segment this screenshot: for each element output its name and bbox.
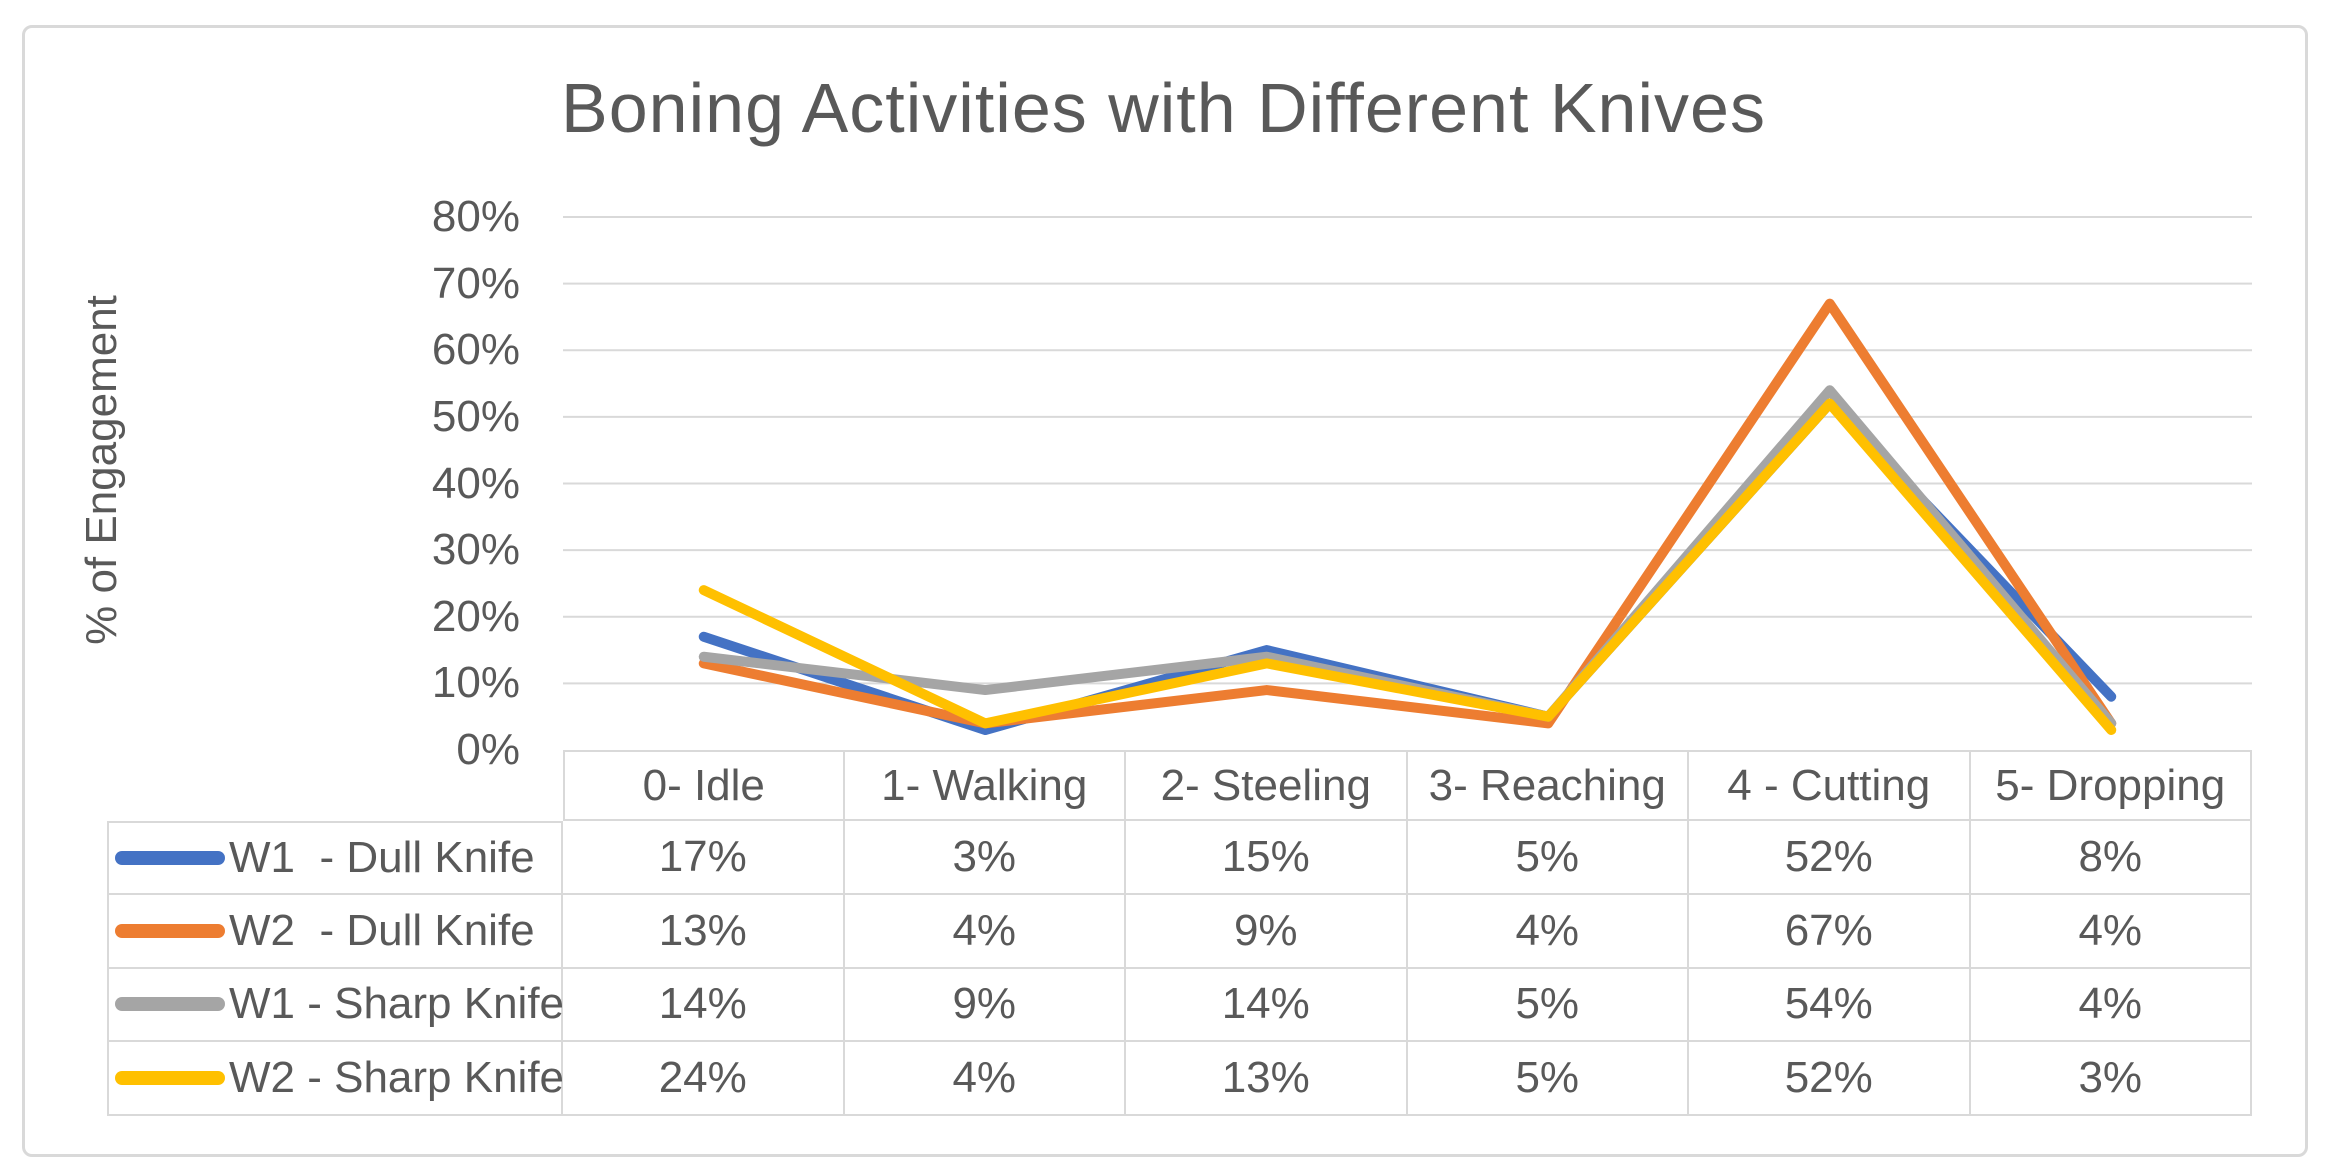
- table-value-cell: 4%: [844, 894, 1126, 969]
- table-row: W1 - Sharp Knife 14% 9% 14% 5% 54% 4%: [107, 968, 2252, 1043]
- y-tick-label: 20%: [431, 591, 520, 641]
- table-header-cell: 0- Idle: [563, 750, 845, 821]
- table-header-cell: 1- Walking: [844, 750, 1126, 821]
- legend-series-name: W1 - Sharp Knife: [229, 979, 565, 1029]
- table-value-cell: 14%: [563, 968, 845, 1043]
- legend-swatch-icon: [115, 1071, 225, 1086]
- table-value-cell: 4%: [1407, 894, 1689, 969]
- legend-swatch-icon: [115, 850, 225, 865]
- y-tick-label: 60%: [431, 325, 520, 375]
- table-value-cell: 3%: [844, 821, 1126, 895]
- table-value-cell: 9%: [1126, 894, 1408, 969]
- table-header-cell: 4 - Cutting: [1689, 750, 1971, 821]
- legend-swatch-icon: [115, 923, 225, 938]
- table-header-cell: 5- Dropping: [1970, 750, 2252, 821]
- table-value-cell: 9%: [844, 968, 1126, 1043]
- table-value-cell: 54%: [1689, 968, 1971, 1043]
- table-value-cell: 8%: [1970, 821, 2252, 895]
- table-value-cell: 17%: [563, 821, 845, 895]
- table-value-cell: 4%: [844, 1042, 1126, 1116]
- table-header-row: 0- Idle 1- Walking 2- Steeling 3- Reaching 4…: [563, 750, 2252, 821]
- legend-series-name: W2 - Sharp Knife: [229, 1053, 565, 1103]
- table-value-cell: 5%: [1407, 968, 1689, 1043]
- table-value-cell: 3%: [1970, 1042, 2252, 1116]
- legend-cell: W2 - Sharp Knife: [107, 1042, 565, 1116]
- table-value-cell: 13%: [563, 894, 845, 969]
- y-tick-label: 10%: [431, 658, 520, 708]
- legend-cell: W1 - Sharp Knife: [107, 968, 565, 1043]
- table-value-cell: 4%: [1970, 894, 2252, 969]
- table-value-cell: 5%: [1407, 1042, 1689, 1116]
- y-axis-title: % of Engagement: [77, 295, 126, 645]
- legend-series-name: W2 - Dull Knife: [229, 905, 535, 955]
- table-value-cell: 14%: [1126, 968, 1408, 1043]
- y-tick-label: 40%: [431, 458, 520, 508]
- table-row: W1 - Dull Knife 17% 3% 15% 5% 52% 8%: [107, 821, 2252, 895]
- y-tick-label: 30%: [431, 525, 520, 575]
- table-value-cell: 5%: [1407, 821, 1689, 895]
- legend-cell: W2 - Dull Knife: [107, 894, 563, 969]
- legend-cell: W1 - Dull Knife: [107, 821, 563, 895]
- legend-swatch-icon: [115, 997, 225, 1012]
- y-tick-label: 50%: [431, 391, 520, 441]
- table-value-cell: 52%: [1689, 821, 1971, 895]
- y-tick-label: 0%: [456, 725, 520, 774]
- table-value-cell: 24%: [563, 1042, 845, 1116]
- legend-series-name: W1 - Dull Knife: [229, 832, 535, 882]
- table-header-cell: 3- Reaching: [1407, 750, 1689, 821]
- chart-title: Boning Activities with Different Knives: [561, 69, 1766, 147]
- table-header-cell: 2- Steeling: [1126, 750, 1408, 821]
- table-value-cell: 52%: [1689, 1042, 1971, 1116]
- table-value-cell: 4%: [1970, 968, 2252, 1043]
- y-tick-label: 80%: [431, 192, 520, 241]
- table-value-cell: 13%: [1126, 1042, 1408, 1116]
- table-value-cell: 67%: [1689, 894, 1971, 969]
- table-row: W2 - Sharp Knife 24% 4% 13% 5% 52% 3%: [107, 1042, 2252, 1116]
- table-value-cell: 15%: [1126, 821, 1408, 895]
- table-row: W2 - Dull Knife 13% 4% 9% 4% 67% 4%: [107, 894, 2252, 969]
- y-tick-label: 70%: [431, 258, 520, 308]
